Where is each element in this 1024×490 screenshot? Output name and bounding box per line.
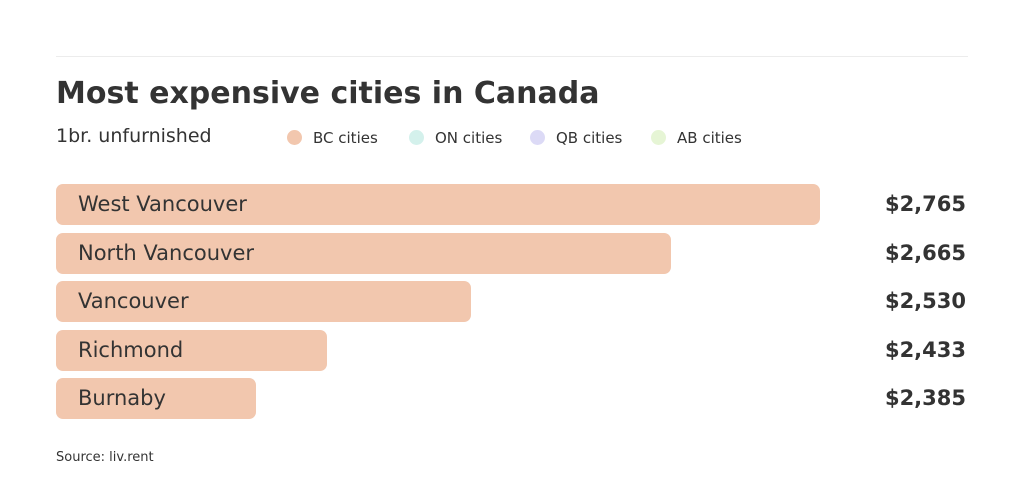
legend-label-bc: BC cities (313, 129, 378, 147)
bar-label-richmond: Richmond (78, 338, 184, 362)
source-note: Source: liv.rent (56, 450, 154, 465)
legend-swatch-bc (287, 130, 302, 145)
value-label-richmond: $2,433 (884, 338, 966, 362)
bar-north-vancouver (56, 233, 671, 274)
bar-richmond (56, 330, 327, 371)
legend-label-ab: AB cities (677, 129, 742, 147)
bar-label-north-vancouver: North Vancouver (78, 241, 255, 265)
bar-label-west-vancouver: West Vancouver (78, 192, 247, 216)
value-label-burnaby: $2,385 (884, 386, 966, 410)
bar-west-vancouver (56, 184, 820, 225)
legend-swatch-ab (651, 130, 666, 145)
value-label-north-vancouver: $2,665 (884, 241, 966, 265)
bar-burnaby (56, 378, 256, 419)
legend-label-qb: QB cities (556, 129, 623, 147)
chart-title: Most expensive cities in Canada (56, 76, 600, 111)
value-label-vancouver: $2,530 (884, 289, 966, 313)
bar-label-vancouver: Vancouver (78, 289, 189, 313)
legend-label-on: ON cities (435, 129, 503, 147)
top-divider (56, 56, 968, 57)
bar-label-burnaby: Burnaby (78, 386, 166, 410)
legend-swatch-on (409, 130, 424, 145)
bar-vancouver (56, 281, 471, 322)
chart-subtitle: 1br. unfurnished (56, 125, 212, 147)
value-label-west-vancouver: $2,765 (884, 192, 966, 216)
legend-swatch-qb (530, 130, 545, 145)
